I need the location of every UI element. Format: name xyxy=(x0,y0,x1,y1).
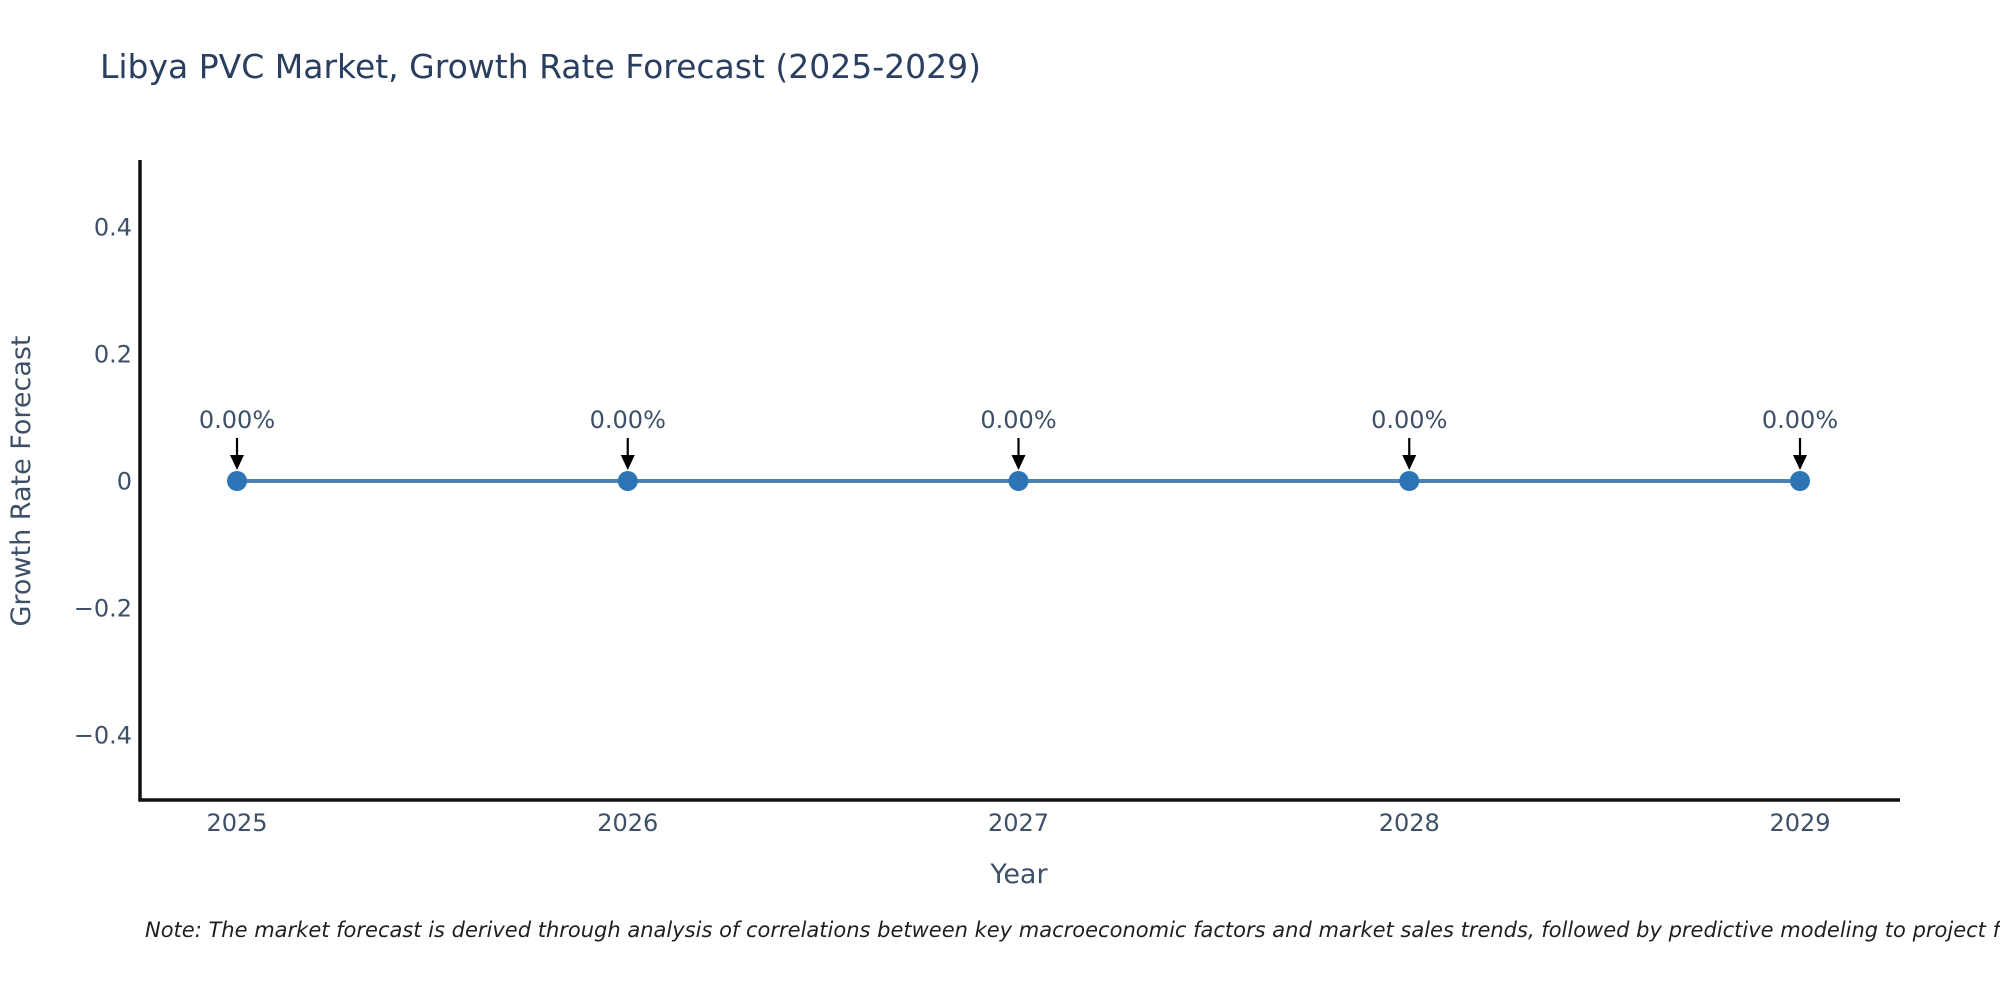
annotation-label: 0.00% xyxy=(199,406,275,434)
annotations: 0.00% 0.00% 0.00% 0.00% 0.00% xyxy=(199,406,1838,470)
annotation-arrow-head xyxy=(230,455,244,470)
y-tick-label: −0.4 xyxy=(74,722,132,750)
data-point-marker xyxy=(1008,471,1029,491)
x-tick-labels: 2025 2026 2027 2028 2029 xyxy=(206,809,1830,837)
y-tick-label: 0 xyxy=(117,468,132,496)
annotation-arrow-head xyxy=(1011,455,1026,470)
x-tick-label: 2026 xyxy=(597,809,658,837)
axis-spines xyxy=(138,160,1900,802)
annotation-arrow-head xyxy=(1793,455,1807,470)
annotation-label: 0.00% xyxy=(1371,406,1447,434)
y-tick-label: −0.2 xyxy=(74,595,132,623)
data-point-marker xyxy=(1399,471,1420,491)
y-tick-label: 0.2 xyxy=(94,341,132,369)
annotation-label: 0.00% xyxy=(980,406,1056,434)
x-tick-label: 2027 xyxy=(988,809,1049,837)
data-series xyxy=(227,471,1810,491)
annotation-label: 0.00% xyxy=(590,406,666,434)
data-point-marker xyxy=(227,471,247,491)
x-axis-title: Year xyxy=(989,859,1048,890)
annotation-arrow-head xyxy=(1402,455,1417,470)
annotation-arrow-head xyxy=(620,455,635,470)
chart-title: Libya PVC Market, Growth Rate Forecast (… xyxy=(100,47,982,86)
data-point-marker xyxy=(1790,471,1810,491)
y-tick-labels: 0.4 0.2 0 −0.2 −0.4 xyxy=(74,214,132,750)
y-axis-title: Growth Rate Forecast xyxy=(6,335,37,626)
x-tick-label: 2029 xyxy=(1769,809,1830,837)
footnote: Note: The market forecast is derived thr… xyxy=(145,918,2000,942)
y-tick-label: 0.4 xyxy=(94,214,132,242)
x-tick-label: 2028 xyxy=(1379,809,1440,837)
data-point-marker xyxy=(617,471,638,491)
annotation-label: 0.00% xyxy=(1762,406,1838,434)
x-tick-label: 2025 xyxy=(206,809,267,837)
